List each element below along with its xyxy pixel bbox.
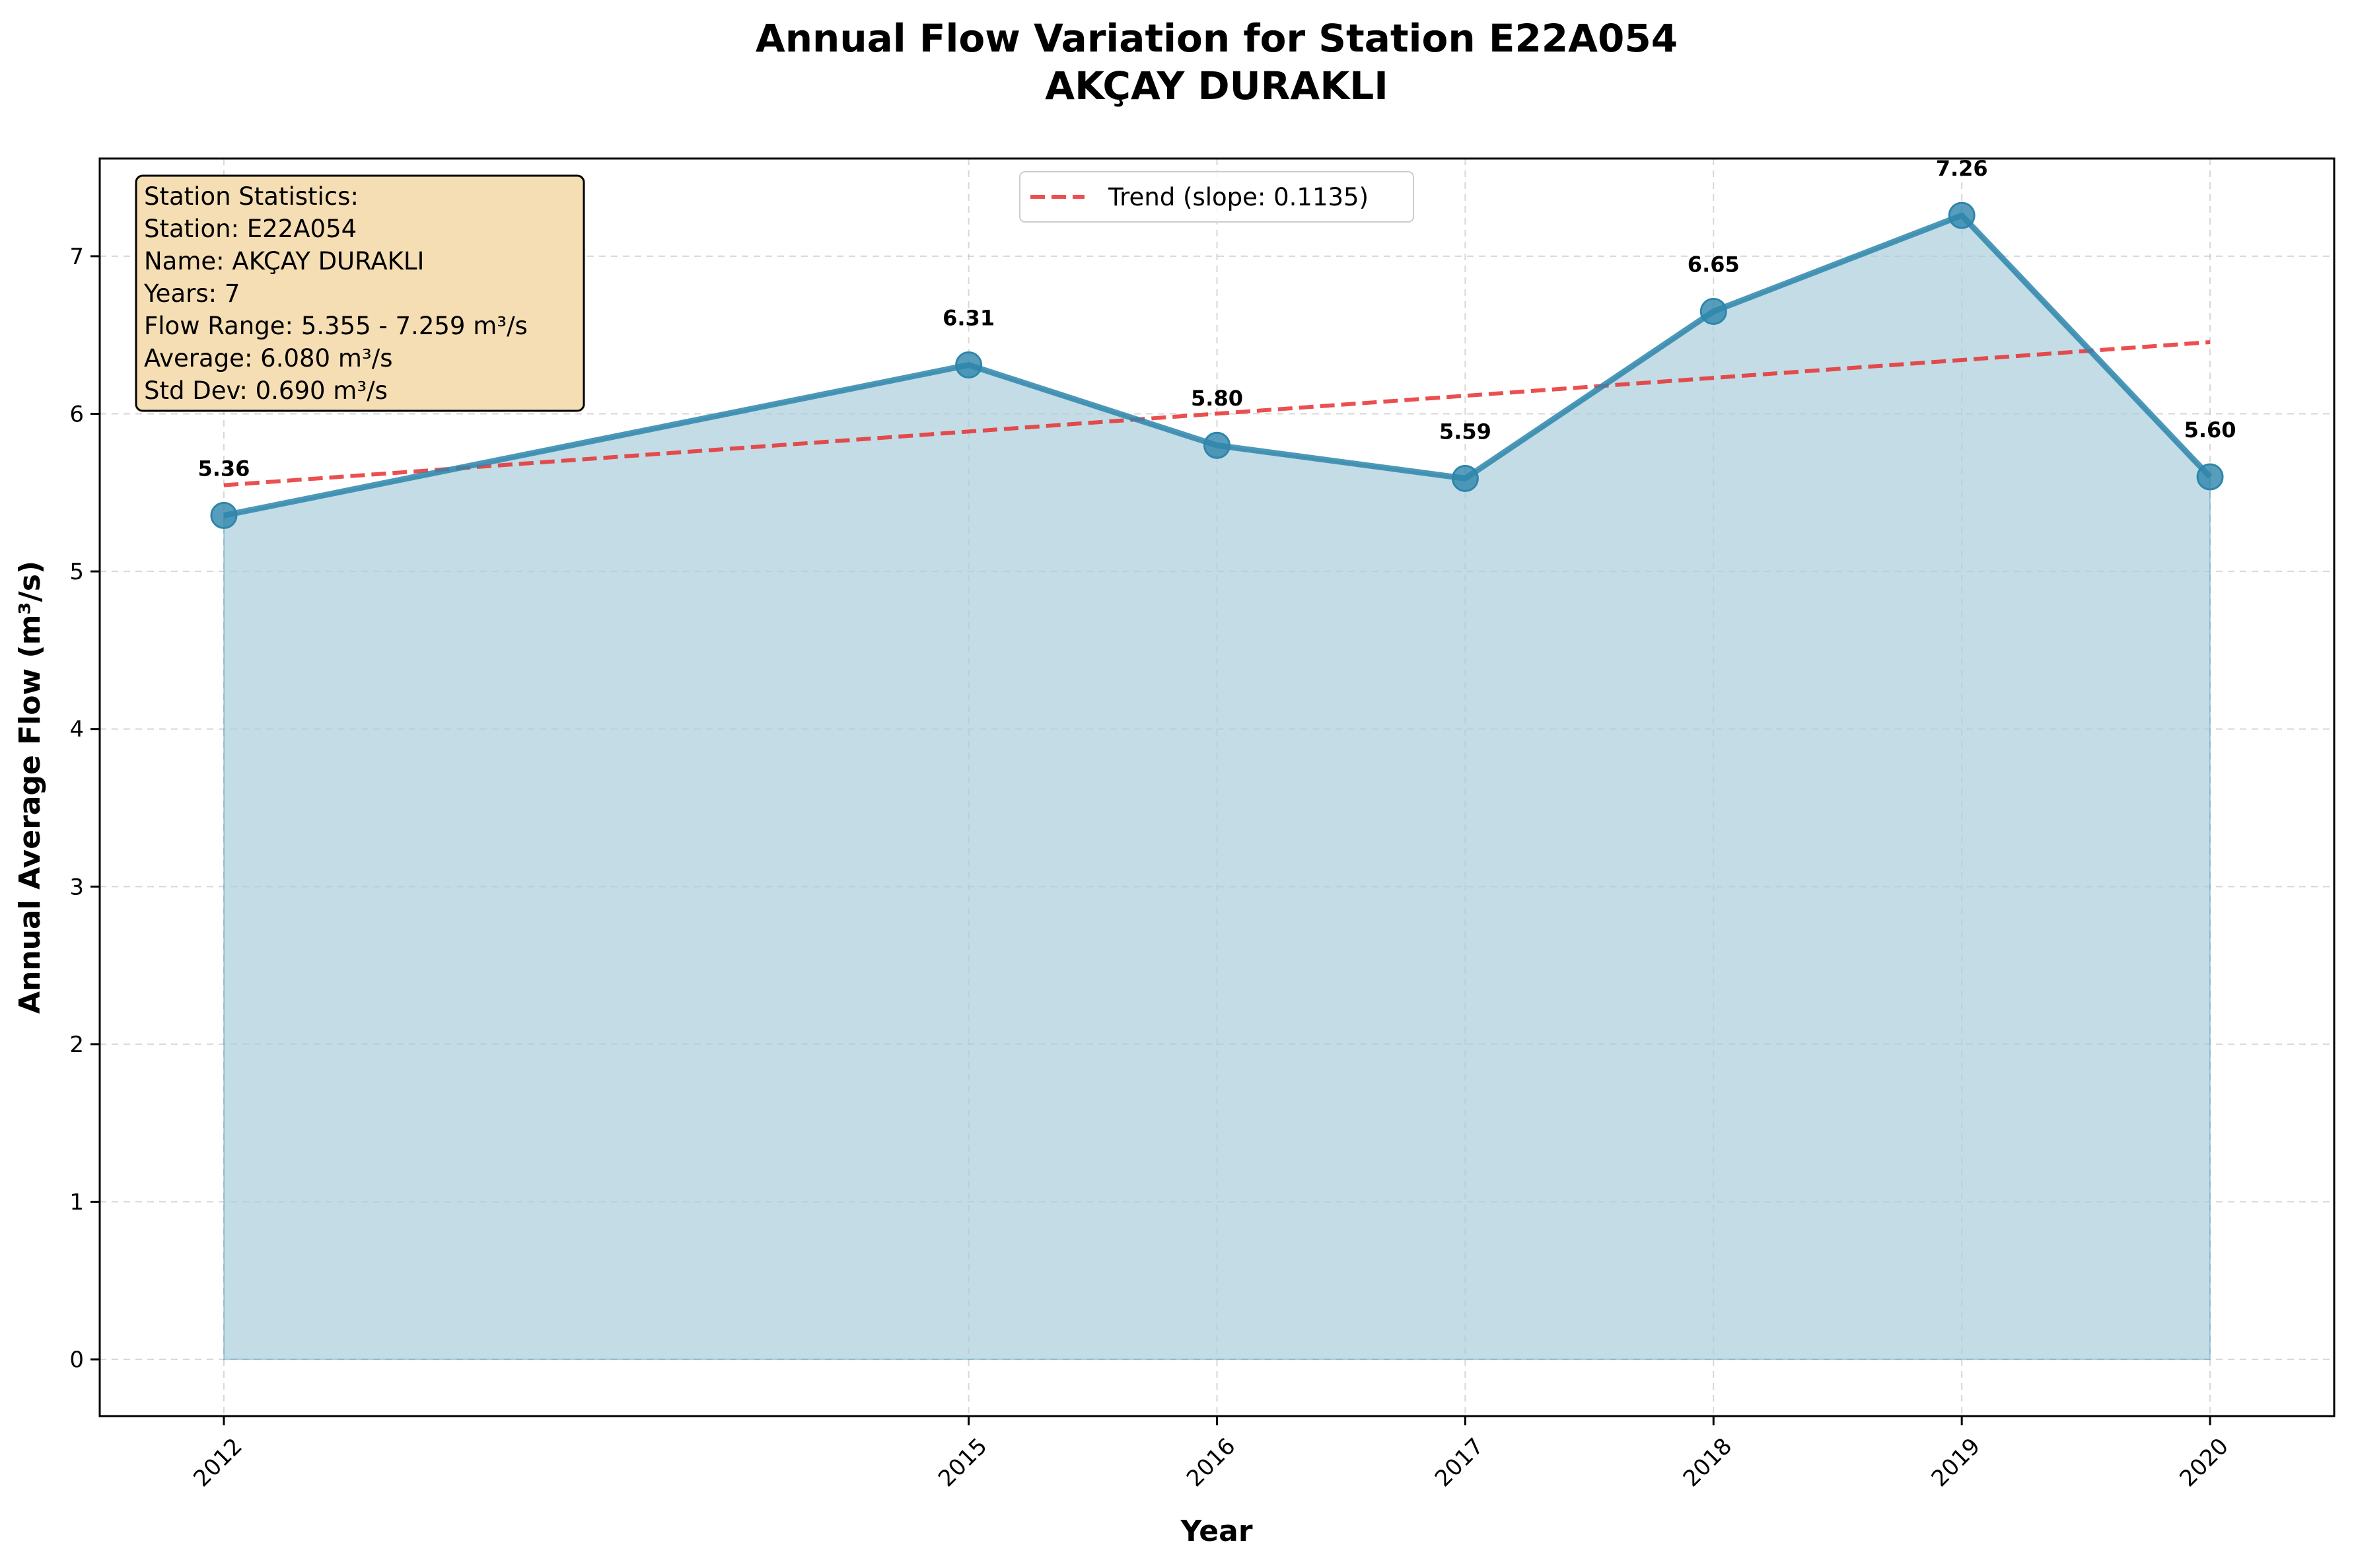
y-tick-label: 5: [69, 559, 84, 585]
chart-subtitle: AKÇAY DURAKLI: [1045, 63, 1388, 108]
trend-line: [223, 339, 2211, 487]
y-tick-label: 7: [69, 244, 84, 270]
chart-title: Annual Flow Variation for Station E22A05…: [756, 16, 1678, 61]
y-tick-label: 3: [69, 874, 84, 900]
legend: Trend (slope: 0.1135): [1019, 171, 1414, 223]
x-tick-label: 2018: [1678, 1433, 1737, 1492]
data-point: [1451, 464, 1479, 492]
x-tick-label: 2016: [1182, 1433, 1240, 1492]
stats-line: Average: 6.080 m³/s: [144, 344, 392, 373]
x-tick-label: 2012: [188, 1433, 247, 1492]
stats-line: Years: 7: [143, 279, 240, 308]
legend-trend-label: Trend (slope: 0.1135): [1108, 183, 1369, 211]
y-axis-ticks: 0 1 2 3 4 5 6 7: [69, 244, 100, 1373]
y-tick-label: 2: [69, 1032, 84, 1058]
flow-series-layer: [210, 201, 2224, 529]
data-label: 6.65: [1688, 252, 1740, 277]
stats-line: Station: E22A054: [144, 215, 357, 243]
stats-box-background: [135, 174, 585, 412]
legend-box: [1019, 171, 1414, 223]
data-point: [1948, 201, 1976, 229]
data-label: 5.36: [197, 456, 250, 481]
y-tick-label: 6: [69, 402, 84, 428]
x-tick-label: 2017: [1430, 1433, 1489, 1492]
data-labels-layer: 5.36 6.31 5.80 5.59 6.65 7.26 5.60: [197, 156, 2236, 481]
x-tick-label: 2020: [2174, 1433, 2233, 1492]
data-point: [1203, 431, 1230, 459]
data-point: [955, 351, 983, 379]
y-tick-label: 1: [69, 1190, 84, 1216]
stats-line: Std Dev: 0.690 m³/s: [144, 376, 388, 405]
data-label: 5.59: [1439, 419, 1491, 444]
data-label: 5.80: [1191, 386, 1243, 411]
stats-line: Flow Range: 5.355 - 7.259 m³/s: [144, 312, 528, 340]
y-tick-label: 0: [69, 1347, 84, 1373]
stats-line: Name: AKÇAY DURAKLI: [144, 247, 424, 275]
x-axis-label: Year: [1180, 1515, 1252, 1548]
y-tick-label: 4: [69, 717, 84, 743]
x-axis-ticks: 2012 2015 2016 2017 2018 2019 2020: [188, 1416, 2234, 1492]
stats-line: Station Statistics:: [144, 182, 359, 211]
data-label: 6.31: [943, 306, 995, 331]
y-axis-label: Annual Average Flow (m³/s): [13, 561, 47, 1014]
data-label: 5.60: [2184, 417, 2236, 443]
x-tick-label: 2015: [933, 1433, 992, 1492]
station-statistics-box: Station Statistics: Station: E22A054 Nam…: [135, 174, 585, 412]
x-tick-label: 2019: [1927, 1433, 1985, 1492]
data-point: [210, 501, 238, 529]
data-label: 7.26: [1936, 156, 1988, 181]
data-point: [2196, 463, 2224, 491]
trend-line-layer: [223, 339, 2211, 487]
data-point: [1699, 297, 1727, 325]
